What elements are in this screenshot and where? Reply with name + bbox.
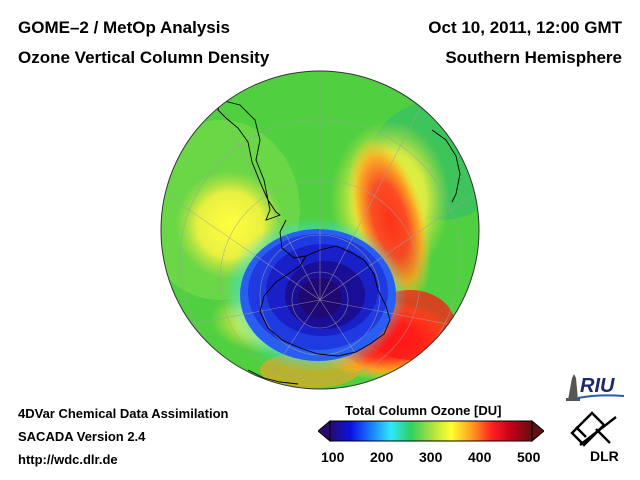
south-america-outline	[217, 99, 281, 221]
ozone-globe-map	[160, 70, 480, 390]
graticule	[161, 71, 479, 389]
dlr-logo-text: DLR	[590, 448, 619, 464]
footer-line1: 4DVar Chemical Data Assimilation	[18, 406, 229, 421]
colorbar-tick-100: 100	[321, 449, 345, 465]
colorbar-tick-400: 400	[468, 449, 492, 465]
title-line1: GOME–2 / MetOp Analysis	[18, 18, 230, 37]
region-label: Southern Hemisphere	[445, 48, 622, 67]
colorbar-tick-500: 500	[517, 449, 541, 465]
footer-line2: SACADA Version 2.4	[18, 429, 146, 444]
dlr-logo-icon	[570, 411, 617, 447]
title-line2: Ozone Vertical Column Density	[18, 48, 270, 67]
colorbar-scale	[329, 420, 533, 442]
antarctica-outline	[259, 245, 391, 357]
colorbar-low-arrow	[318, 419, 331, 443]
colorbar-tick-200: 200	[370, 449, 394, 465]
date-label: Oct 10, 2011, 12:00 GMT	[428, 18, 622, 37]
antarctic-peninsula-outline	[279, 219, 307, 259]
riu-logo-text: RIU	[580, 375, 615, 397]
africa-outline	[431, 129, 461, 203]
colorbar	[318, 419, 544, 443]
colorbar-title: Total Column Ozone [DU]	[345, 403, 502, 418]
footer-link[interactable]: http://wdc.dlr.de	[18, 452, 118, 467]
colorbar-high-arrow	[531, 419, 544, 443]
colorbar-tick-300: 300	[419, 449, 443, 465]
riu-logo: RIU	[566, 374, 625, 401]
australia-outline	[247, 369, 299, 385]
